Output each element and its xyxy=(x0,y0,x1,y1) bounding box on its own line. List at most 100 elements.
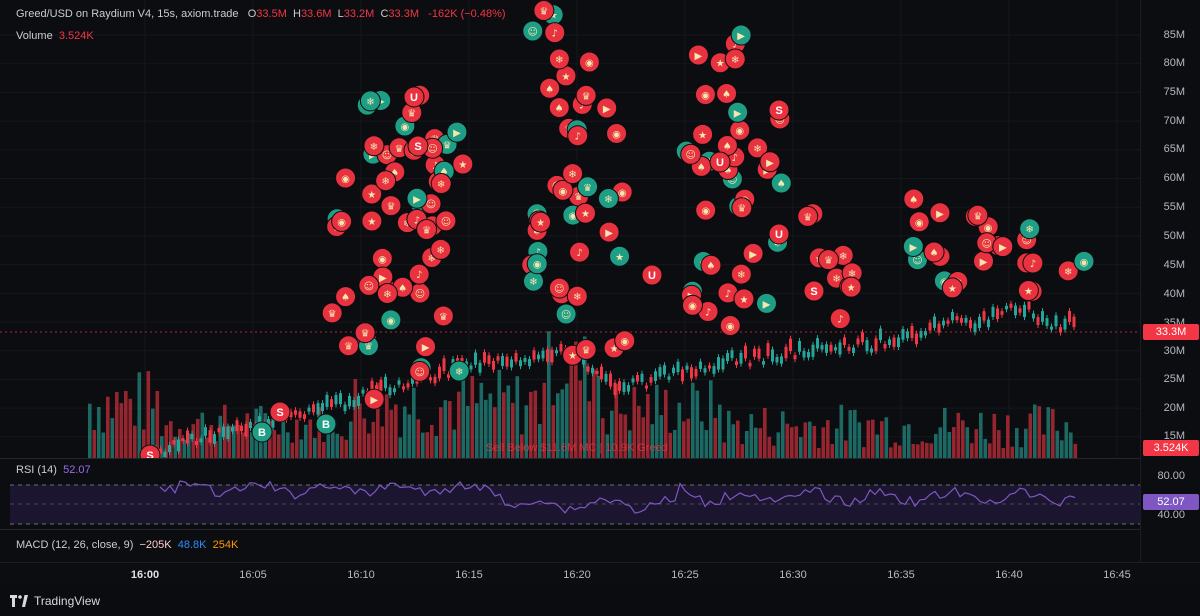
candle xyxy=(294,410,297,415)
trade-marker-icon: ♛ xyxy=(817,249,839,271)
volume-bar xyxy=(745,431,749,458)
candle xyxy=(186,430,189,444)
candle xyxy=(757,348,761,359)
volume-bar xyxy=(866,420,871,458)
volume-bar xyxy=(155,390,160,458)
volume-bar xyxy=(983,438,988,458)
price-axis[interactable]: 85M 80M 75M 70M 65M 60M 55M 50M 45M 40M … xyxy=(1140,0,1200,562)
volume-bar xyxy=(142,429,146,458)
trade-marker-glyph: ☺ xyxy=(727,175,737,186)
trade-marker-glyph: ♠ xyxy=(723,141,732,152)
candle xyxy=(307,407,311,412)
volume-bar xyxy=(677,402,682,458)
y-tick: 65M xyxy=(1163,143,1185,155)
x-tick: 16:20 xyxy=(563,569,591,581)
trade-marker-glyph: ♪ xyxy=(576,248,582,259)
pane-separator[interactable] xyxy=(0,458,1200,459)
volume-bar xyxy=(754,427,758,458)
volume-bar xyxy=(848,410,853,458)
trade-marker-disc xyxy=(548,277,570,299)
trade-marker-disc xyxy=(321,302,343,324)
trade-marker-glyph: ♠ xyxy=(555,104,564,115)
trade-marker-disc xyxy=(731,197,753,219)
volume-bar xyxy=(497,369,502,458)
volume-bar xyxy=(889,447,893,458)
trade-marker-disc xyxy=(680,143,702,165)
x-tick: 16:05 xyxy=(239,569,267,581)
trade-marker-disc xyxy=(359,90,381,112)
trade-marker-glyph: ★ xyxy=(367,190,376,201)
trade-marker-glyph: ♪ xyxy=(732,153,738,164)
candle xyxy=(816,338,819,349)
price-chart[interactable]: ▶♛▶♪♠▶◉♪◉♛♠◉♛♪☺▶★♛♛❄▶☺◉◉♛♛♛♠❄❄☺▶♠❄★◉❄★♪★… xyxy=(0,0,1140,458)
volume-bar xyxy=(974,429,979,458)
volume-bar xyxy=(241,432,245,458)
trade-marker-glyph: ❄ xyxy=(1025,225,1033,236)
rsi-legend: RSI (14) 52.07 xyxy=(16,464,91,476)
price-pane[interactable]: ▶♛▶♪♠▶◉♪◉♛♠◉♛♪☺▶★♛♛❄▶☺◉◉♛♛♛♠❄❄☺▶♠❄★◉❄★♪★… xyxy=(0,0,1140,458)
trade-marker-glyph: ★ xyxy=(1024,287,1033,298)
volume-bar xyxy=(344,439,349,458)
trade-marker-disc xyxy=(727,101,749,123)
trade-marker-glyph: ★ xyxy=(847,283,856,294)
volume-bar xyxy=(1015,428,1019,458)
volume-bar xyxy=(191,424,196,458)
trade-marker-glyph: ☺ xyxy=(414,367,424,378)
volume-bar xyxy=(956,412,961,458)
trade-marker-glyph: ♠ xyxy=(390,168,399,179)
candle xyxy=(303,414,306,419)
x-tick: 16:45 xyxy=(1103,569,1131,581)
trade-marker-icon: ❄ xyxy=(376,282,398,304)
tradingview-logo[interactable]: TradingView xyxy=(10,594,100,608)
trade-marker-disc xyxy=(533,0,555,22)
volume-bar xyxy=(308,419,313,458)
volume-bar xyxy=(353,378,358,458)
volume-bar xyxy=(236,424,241,458)
trade-marker-glyph: ♠ xyxy=(440,167,449,178)
candle xyxy=(541,350,545,359)
macd-pane[interactable]: MACD (12, 26, close, 9) −205K 48.8K 254K xyxy=(0,530,1140,562)
volume-bar xyxy=(542,382,547,458)
trade-marker-icon: ♛ xyxy=(533,0,555,22)
candle xyxy=(1032,313,1035,319)
rsi-pane[interactable]: RSI (14) 52.07 xyxy=(0,459,1140,529)
candle xyxy=(798,340,801,352)
trade-marker-disc xyxy=(840,276,862,298)
volume-bar xyxy=(484,399,488,458)
volume-legend: Volume 3.524K xyxy=(16,30,94,42)
trade-marker-icon: ★ xyxy=(555,65,577,87)
volume-bar xyxy=(722,442,727,458)
volume-bar xyxy=(1028,413,1033,458)
trade-marker-disc xyxy=(596,97,618,119)
candle xyxy=(996,308,999,320)
rsi-line xyxy=(159,480,1076,514)
volume-bar xyxy=(506,385,511,458)
volume-bar xyxy=(110,418,115,458)
trade-letter-disc xyxy=(709,151,731,173)
rsi-chart[interactable] xyxy=(0,459,1140,529)
volume-bar xyxy=(803,422,808,458)
volume-bar xyxy=(448,401,452,458)
pane-separator[interactable] xyxy=(0,529,1200,530)
trade-marker-icon: ▶ xyxy=(973,250,995,272)
volume-bar xyxy=(871,419,875,458)
candle xyxy=(681,369,684,382)
candle xyxy=(654,371,657,381)
trade-marker-glyph: ♛ xyxy=(443,140,452,151)
trade-marker-glyph: ♪ xyxy=(416,270,422,281)
volume-bar xyxy=(340,436,344,458)
trade-letter-disc xyxy=(139,444,161,458)
candle xyxy=(505,356,509,367)
trade-marker-icon: ▶ xyxy=(687,44,709,66)
candle xyxy=(789,338,792,352)
trade-marker-glyph: ❄ xyxy=(731,55,739,66)
volume-bar xyxy=(106,396,110,458)
trade-marker-glyph: ♛ xyxy=(574,192,583,203)
x-tick: 16:35 xyxy=(887,569,915,581)
time-axis[interactable]: 16:00 16:05 16:10 16:15 16:20 16:25 16:3… xyxy=(0,562,1200,587)
trade-marker-disc xyxy=(614,330,636,352)
x-tick: 16:30 xyxy=(779,569,807,581)
candle xyxy=(726,352,729,362)
candle xyxy=(582,356,585,365)
volume-bar xyxy=(857,422,862,458)
